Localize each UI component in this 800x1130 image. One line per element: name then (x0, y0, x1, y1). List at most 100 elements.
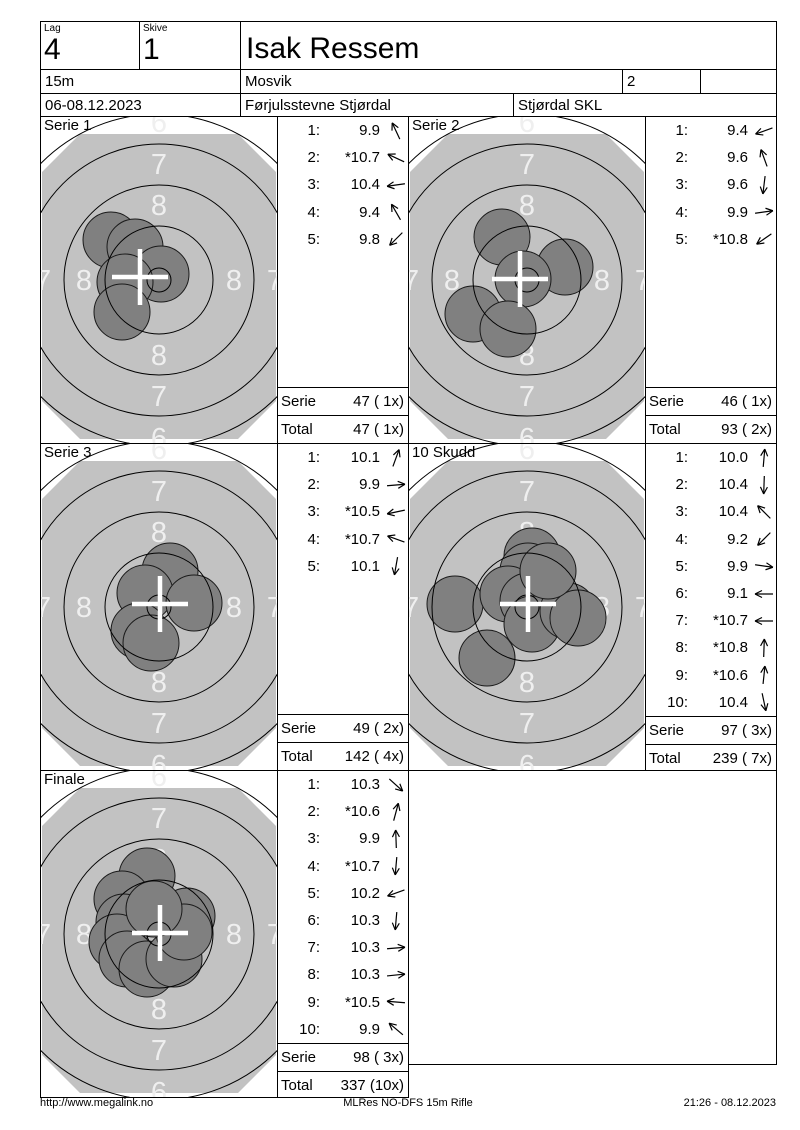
shot-value: 10.3 (350, 912, 380, 930)
shot-hole (519, 542, 577, 600)
shot-row: 2: *10.7 (278, 144, 408, 171)
shot-value: 10.4 (718, 503, 748, 521)
shot-number: 4: (675, 203, 688, 221)
shot-value: *10.7 (344, 530, 380, 548)
shot-value: *10.5 (344, 503, 380, 521)
shot-direction-arrow-icon (392, 802, 401, 821)
ring-number-label: 7 (519, 476, 535, 508)
shot-row: 2: 9.6 (646, 144, 776, 171)
shot-direction-arrow-icon (760, 638, 769, 657)
ring-number-label: 7 (151, 149, 167, 181)
shot-direction-arrow-icon (386, 970, 406, 979)
shot-value: 9.4 (727, 122, 748, 140)
ring-number-label: 7 (267, 919, 277, 951)
serie-label: Serie (649, 393, 685, 410)
ring-number-label: 8 (151, 667, 167, 699)
serie-sum-row: Serie 97 ( 3x) (646, 715, 776, 744)
score-panel-10-skudd: 1: 10.0 2: 10.4 3: 10.4 4: 9.2 5: 9.9 6: 9.1 7: *10.7… (645, 443, 777, 771)
shot-value: 9.6 (727, 176, 748, 194)
distance-cell: 15m (40, 69, 241, 94)
ring-number-label: 7 (519, 708, 535, 740)
shot-value: *10.6 (344, 803, 380, 821)
shooter-name-cell: Isak Ressem (240, 21, 777, 70)
shot-hole (479, 300, 537, 358)
shot-value: 10.1 (350, 449, 380, 467)
shot-hole (426, 575, 484, 633)
ring-number-label: 7 (519, 149, 535, 181)
shot-row: 5: 9.8 (278, 226, 408, 253)
shot-direction-arrow-icon (386, 181, 405, 190)
shot-value: *10.5 (344, 993, 380, 1011)
shot-number: 1: (307, 122, 320, 140)
shot-number: 7: (307, 939, 320, 957)
ring-number-label: 8 (76, 919, 92, 951)
mpi-cross (500, 576, 556, 632)
shot-number: 3: (675, 503, 688, 521)
shot-value: 9.9 (359, 1020, 380, 1038)
shot-row: 9: *10.5 (278, 989, 408, 1016)
lag-value: 4 (44, 33, 61, 66)
shot-row: 5: *10.8 (646, 226, 776, 253)
venue: Mosvik (245, 73, 292, 90)
shot-row: 5: 10.2 (278, 880, 408, 907)
ring-number-label: 6 (519, 423, 535, 443)
total-label: Total (281, 421, 313, 438)
shot-number: 5: (675, 557, 688, 575)
ring-number-label: 8 (151, 190, 167, 222)
total-sum-row: Total 142 ( 4x) (278, 742, 408, 770)
shot-number: 8: (675, 639, 688, 657)
shot-row: 10: 10.4 (646, 689, 776, 716)
shot-value: 9.9 (359, 476, 380, 494)
ring-number-label: 7 (267, 265, 277, 297)
shot-direction-arrow-icon (387, 153, 405, 163)
total-value: 47 ( 1x) (353, 421, 404, 438)
shot-number: 2: (675, 149, 688, 167)
shot-value: 10.4 (718, 476, 748, 494)
target-panel-finale: 6787887876Finale (0, 761, 326, 1109)
shot-number: 5: (307, 884, 320, 902)
panel-title: 10 Skudd (412, 444, 475, 461)
serie-label: Serie (281, 1048, 317, 1066)
shot-number: 9: (675, 666, 688, 684)
shot-direction-arrow-icon (391, 829, 400, 848)
shot-row: 7: 10.3 (278, 934, 408, 961)
target-panel-serie-1: 6 7 8 7 8 8 7 8 7 6 Serie 1 (0, 107, 326, 455)
shot-row: 3: 9.9 (278, 825, 408, 852)
shot-direction-arrow-icon (389, 232, 403, 247)
ring-number-label: 8 (76, 592, 92, 624)
total-sum-row: Total 337 (10x) (278, 1070, 408, 1099)
shot-row: 8: 10.3 (278, 961, 408, 988)
panel-title: Serie 3 (44, 444, 92, 461)
ring-number-label: 6 (151, 444, 167, 466)
target-panel-serie-2: 6 7 8 7 8 8 7 8 7 6 Serie 2 (360, 107, 694, 455)
ring-number-label: 7 (635, 265, 645, 297)
shot-direction-arrow-icon (756, 233, 772, 246)
panel-title: Serie 1 (44, 117, 92, 134)
shot-value: 10.2 (350, 884, 380, 902)
total-value: 93 ( 2x) (721, 421, 772, 438)
shot-number: 8: (307, 966, 320, 984)
shot-value: 9.1 (727, 585, 748, 603)
empty-grid-cell (408, 770, 777, 1065)
shot-number: 10: (667, 693, 688, 711)
skive-label: Skive (143, 23, 168, 34)
footer: http://www.megalink.no MLRes NO-DFS 15m … (40, 1094, 776, 1112)
shot-direction-arrow-icon (759, 175, 768, 195)
skive-value: 1 (143, 33, 160, 66)
serie-sum-row: Serie 49 ( 2x) (278, 714, 408, 742)
total-value: 142 ( 4x) (344, 748, 404, 765)
shot-number: 7: (675, 612, 688, 630)
shot-value: 10.0 (718, 449, 748, 467)
club-name: Stjørdal SKL (518, 96, 603, 114)
shot-row: 4: 9.2 (646, 526, 776, 553)
footer-website: http://www.megalink.no (40, 1097, 154, 1109)
ring-number-label: 7 (41, 919, 51, 951)
ring-number-label: 7 (151, 708, 167, 740)
shot-value: 9.9 (727, 557, 748, 575)
ring-number-label: 7 (409, 265, 419, 297)
total-value: 337 (10x) (340, 1076, 404, 1094)
ring-number-label: 8 (226, 919, 242, 951)
